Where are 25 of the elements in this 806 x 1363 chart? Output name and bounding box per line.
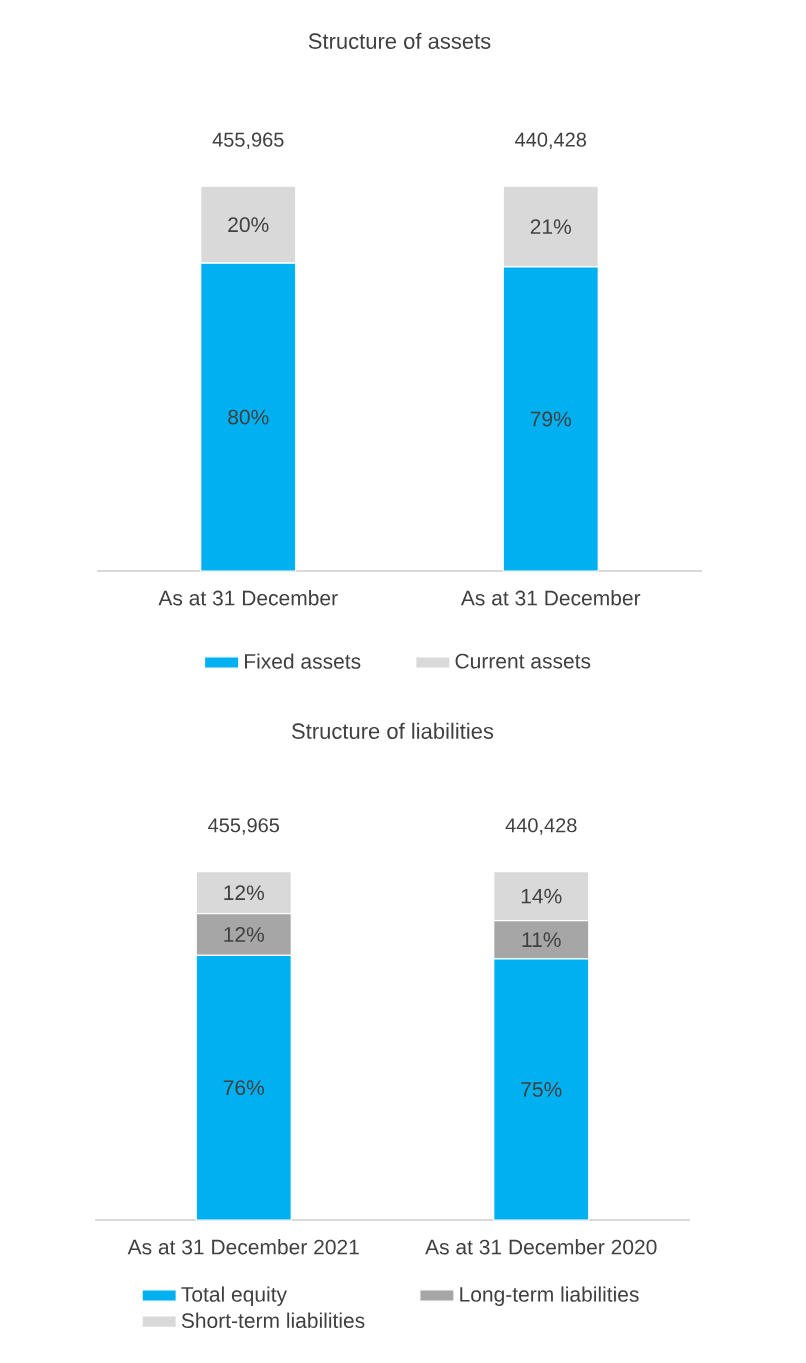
x-tick-label: As at 31 December (460, 590, 641, 606)
data-label: 12% (224, 885, 264, 901)
legend-label: Total equity (181, 1286, 287, 1306)
data-label: 79% (530, 411, 571, 427)
text: 440,428 (505, 818, 577, 835)
data-label: 76% (223, 1080, 264, 1096)
x-tick-label: As at 31 December 2020 (425, 1239, 657, 1255)
data-label: 21% (530, 219, 571, 234)
x-tick-label: As at 31 December 2021 (127, 1239, 359, 1255)
legend-label: Fixed assets (245, 653, 361, 669)
legend-label: Short-term liabilities (181, 1312, 365, 1329)
x-tick-label: As at 31 December (158, 590, 338, 606)
legend-label: Long-term liabilities (460, 1286, 639, 1306)
data-label: 12% (224, 927, 264, 942)
chart-title: Structure of assets (308, 32, 491, 49)
data-label: 14% (521, 888, 562, 904)
data-label: 80% (228, 409, 269, 425)
text: 440,428 (515, 132, 587, 150)
data-label: 75% (521, 1082, 562, 1097)
data-label: 11% (522, 932, 561, 948)
chart-title: Structure of liabilities (292, 722, 494, 739)
text: 455,965 (212, 132, 284, 150)
legend-label: Current assets (455, 653, 591, 669)
text: 455,965 (208, 818, 280, 835)
data-label: 20% (228, 217, 269, 233)
